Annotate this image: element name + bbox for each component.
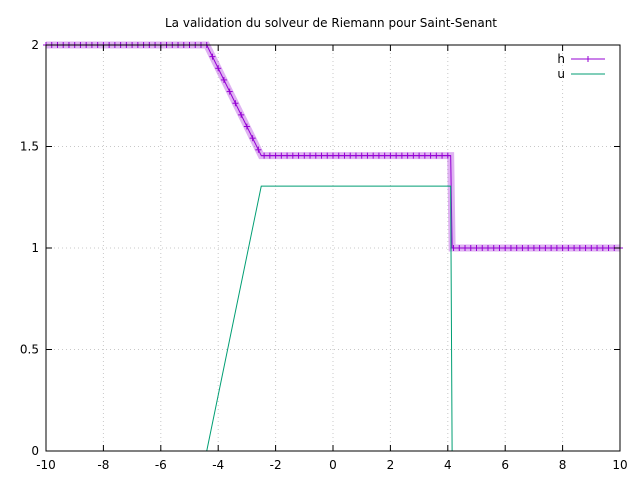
x-tick-label: 0 <box>329 458 337 472</box>
x-tick-label: 10 <box>612 458 627 472</box>
legend-label-u: u <box>557 67 565 81</box>
x-tick-label: 8 <box>559 458 567 472</box>
x-tick-label: 2 <box>387 458 395 472</box>
x-tick-label: -8 <box>97 458 109 472</box>
y-tick-label: 1 <box>31 241 39 255</box>
axis-ticks: -10 -8 -6 -4 -2 0 2 4 6 8 10 0 0.5 1 1.5 2 <box>20 38 628 472</box>
legend-label-h: h <box>557 52 565 66</box>
y-tick-label: 0.5 <box>20 343 39 357</box>
y-tick-label: 1.5 <box>20 140 39 154</box>
y-tick-label: 2 <box>31 38 39 52</box>
x-tick-label: 6 <box>501 458 509 472</box>
y-tick-label: 0 <box>31 444 39 458</box>
x-tick-label: -6 <box>155 458 167 472</box>
chart-title: La validation du solveur de Riemann pour… <box>165 16 497 30</box>
x-tick-label: -10 <box>36 458 56 472</box>
x-tick-label: -4 <box>212 458 224 472</box>
x-tick-label: 4 <box>444 458 452 472</box>
x-tick-label: -2 <box>270 458 282 472</box>
legend: hu <box>557 52 605 81</box>
